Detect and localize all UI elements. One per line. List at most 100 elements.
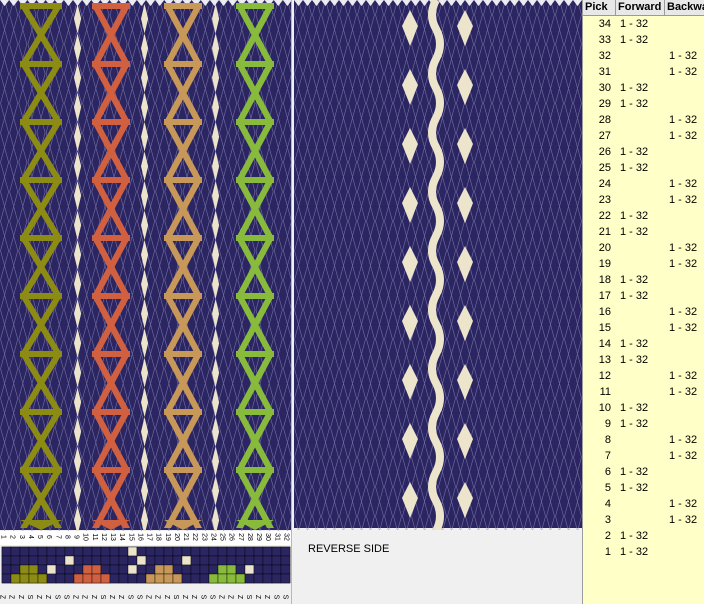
table-row[interactable]: 6 1 - 32 (583, 464, 704, 480)
dot (402, 482, 418, 518)
table-row[interactable]: 4 1 - 32 (583, 496, 704, 512)
chain-strand (20, 64, 62, 122)
stripe-diamond (74, 210, 82, 240)
thread-column (45, 0, 55, 533)
card-number: 7 (54, 535, 61, 539)
table-row[interactable]: 13 1 - 32 (583, 352, 704, 368)
table-row[interactable]: 33 1 - 32 (583, 32, 704, 48)
table-row[interactable]: 9 1 - 32 (583, 416, 704, 432)
table-row[interactable]: 20 1 - 32 (583, 240, 704, 256)
table-row[interactable]: 17 1 - 32 (583, 288, 704, 304)
card-number: 22 (191, 533, 198, 541)
chain-bar (20, 119, 62, 125)
column-header-pick[interactable]: Pick (583, 0, 616, 15)
grid-cell (145, 555, 156, 566)
table-row[interactable]: 31 1 - 32 (583, 64, 704, 80)
column-header-backward[interactable]: Backward (665, 0, 704, 15)
table-row[interactable]: 25 1 - 32 (583, 160, 704, 176)
grid-cell (127, 546, 138, 557)
table-row[interactable]: 14 1 - 32 (583, 336, 704, 352)
front-pattern-panel: 1 2 3 4 5 6 7 8 9 10 11 12 13 14 15 16 17 18 19 20 21 22 23 24 2… (0, 0, 292, 604)
warp-end (546, 0, 555, 6)
backward-cell: 1 - 32 (669, 450, 698, 462)
chain-end (236, 520, 274, 530)
table-row[interactable]: 10 1 - 32 (583, 400, 704, 416)
card-number: 25 (219, 533, 226, 541)
grid-cell (109, 555, 120, 566)
stripe-diamond (212, 151, 220, 181)
dot (402, 128, 418, 164)
pick-cell: 11 (599, 386, 611, 398)
table-row[interactable]: 15 1 - 32 (583, 320, 704, 336)
table-row[interactable]: 3 1 - 32 (583, 512, 704, 528)
thread-column (118, 0, 128, 533)
table-row[interactable]: 16 1 - 32 (583, 304, 704, 320)
card-number: 19 (164, 533, 171, 541)
table-row[interactable]: 12 1 - 32 (583, 368, 704, 384)
grid-cell (199, 546, 210, 557)
thread-column (546, 0, 555, 530)
stripe-diamond (141, 417, 149, 447)
table-row[interactable]: 2 1 - 32 (583, 528, 704, 544)
column-header-forward[interactable]: Forward (616, 0, 665, 15)
table-row[interactable]: 28 1 - 32 (583, 112, 704, 128)
chain-end (164, 520, 202, 530)
table-row[interactable]: 24 1 - 32 (583, 176, 704, 192)
chain-strand (92, 238, 130, 296)
forward-cell: 1 - 32 (620, 354, 649, 366)
table-row[interactable]: 30 1 - 32 (583, 80, 704, 96)
stripe-diamond (141, 151, 149, 181)
table-row[interactable]: 21 1 - 32 (583, 224, 704, 240)
table-row[interactable]: 23 1 - 32 (583, 192, 704, 208)
table-row[interactable]: 1 1 - 32 (583, 544, 704, 560)
grid-cell (271, 564, 282, 575)
card-number: 20 (173, 533, 180, 541)
thread-column (127, 0, 137, 533)
card-number: 11 (91, 533, 98, 540)
grid-cell (28, 564, 39, 575)
table-row[interactable]: 19 1 - 32 (583, 256, 704, 272)
backward-cell: 1 - 32 (669, 322, 698, 334)
threading-direction: S (62, 595, 69, 600)
warp-end (573, 0, 582, 6)
table-row[interactable]: 22 1 - 32 (583, 208, 704, 224)
threading-direction: Z (163, 595, 170, 600)
grid-cell (190, 573, 201, 584)
backward-cell: 1 - 32 (669, 498, 698, 510)
table-row[interactable]: 27 1 - 32 (583, 128, 704, 144)
chain-bar (20, 409, 62, 415)
dot (402, 423, 418, 459)
table-row[interactable]: 11 1 - 32 (583, 384, 704, 400)
thread-column (357, 0, 366, 530)
grid-cell (10, 546, 21, 557)
table-row[interactable]: 34 1 - 32 (583, 16, 704, 32)
chain-bar (236, 351, 274, 357)
chain-strand (164, 64, 202, 122)
chain-bar (164, 351, 202, 357)
grid-cell (118, 555, 129, 566)
chain-bar (236, 409, 274, 415)
warp-end (200, 0, 210, 6)
grid-cell (100, 555, 111, 566)
panel-divider[interactable] (291, 0, 292, 604)
thread-column (555, 0, 564, 530)
threading-direction: Z (190, 595, 197, 600)
table-row[interactable]: 8 1 - 32 (583, 432, 704, 448)
table-row[interactable]: 26 1 - 32 (583, 144, 704, 160)
stripe-diamond (74, 269, 82, 299)
grid-cell (226, 573, 237, 584)
grid-cell (73, 555, 84, 566)
chain-bar (164, 409, 202, 415)
table-row[interactable]: 18 1 - 32 (583, 272, 704, 288)
table-row[interactable]: 5 1 - 32 (583, 480, 704, 496)
chain-strand (236, 238, 274, 296)
table-row[interactable]: 7 1 - 32 (583, 448, 704, 464)
table-row[interactable]: 32 1 - 32 (583, 48, 704, 64)
thread-column (375, 0, 384, 530)
warp-end (348, 0, 357, 6)
thread-column (303, 0, 312, 530)
chain-motif (92, 3, 130, 530)
threading-direction: Z (236, 595, 243, 600)
chain-bar (164, 293, 202, 299)
table-row[interactable]: 29 1 - 32 (583, 96, 704, 112)
